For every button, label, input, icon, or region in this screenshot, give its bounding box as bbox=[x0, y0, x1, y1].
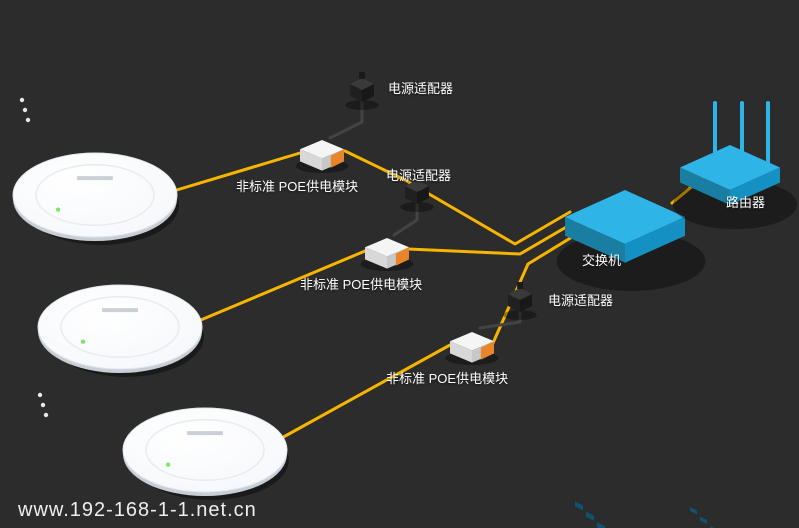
label-poe-module-1: 非标准 POE供电模块 bbox=[236, 176, 358, 195]
power-adapter-3 bbox=[503, 282, 537, 320]
watermark-text: www.192-168-1-1.net.cn bbox=[18, 499, 257, 522]
poe-module-3 bbox=[446, 332, 499, 365]
access-point-3 bbox=[123, 408, 289, 500]
poe-module-2 bbox=[361, 238, 414, 271]
network-topology-diagram: 电源适配器 电源适配器 电源适配器 非标准 POE供电模块 非标准 POE供电模… bbox=[0, 0, 799, 528]
power-adapter-1 bbox=[345, 72, 379, 110]
label-poe-module-2: 非标准 POE供电模块 bbox=[300, 274, 422, 293]
label-power-adapter-1: 电源适配器 bbox=[388, 78, 453, 97]
label-router: 路由器 bbox=[726, 192, 765, 211]
ellipsis-1 bbox=[20, 98, 30, 122]
label-power-adapter-2: 电源适配器 bbox=[386, 165, 451, 184]
access-point-2 bbox=[38, 285, 204, 377]
ellipsis-2 bbox=[38, 393, 48, 417]
access-point-1 bbox=[13, 153, 179, 245]
switch-device bbox=[557, 190, 706, 528]
poe-module-1 bbox=[296, 140, 349, 173]
label-switch: 交换机 bbox=[582, 250, 621, 269]
label-poe-module-3: 非标准 POE供电模块 bbox=[386, 368, 508, 387]
label-power-adapter-3: 电源适配器 bbox=[548, 290, 613, 309]
router-device bbox=[673, 103, 797, 528]
